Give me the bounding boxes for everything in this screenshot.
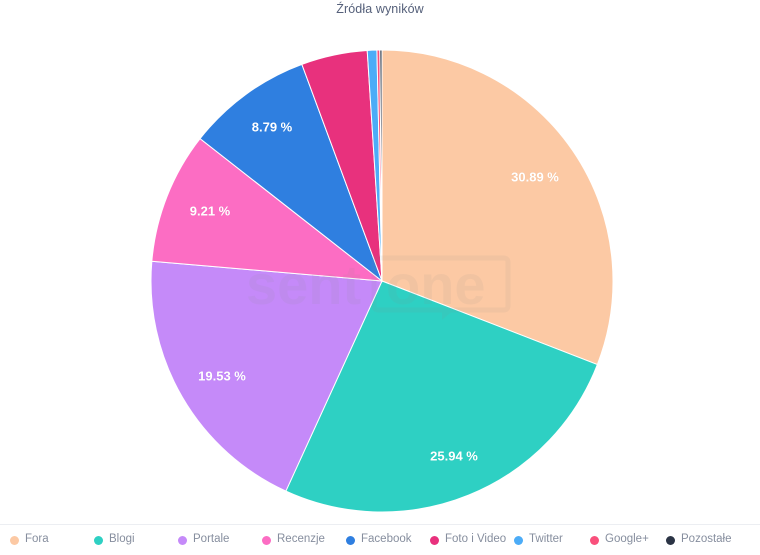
pie-svg <box>150 49 614 513</box>
legend-color-swatch-icon <box>666 535 675 545</box>
legend-item-fora[interactable]: Fora <box>10 525 49 555</box>
legend-color-swatch-icon <box>590 535 599 545</box>
legend-item-label: Fora <box>25 533 49 546</box>
legend-item-label: Recenzje <box>277 533 325 546</box>
legend-color-swatch-icon <box>262 535 271 545</box>
legend-item-label: Foto i Video <box>445 533 507 546</box>
pie-slice-fora[interactable] <box>381 49 614 366</box>
legend-item-label: Facebook <box>361 533 412 546</box>
legend-color-swatch-icon <box>346 535 355 545</box>
legend-item-pozosta-e[interactable]: Pozostałe <box>666 525 732 555</box>
legend-item-facebook[interactable]: Facebook <box>346 525 412 555</box>
legend-color-swatch-icon <box>430 535 439 545</box>
legend-item-foto-i-video[interactable]: Foto i Video <box>430 525 506 555</box>
pie-slice-recenzje[interactable] <box>151 137 384 282</box>
legend-color-swatch-icon <box>178 535 187 545</box>
legend-item-label: Google+ <box>605 533 649 546</box>
legend-item-portale[interactable]: Portale <box>178 525 229 555</box>
pie-slice-pozosta-e[interactable] <box>379 49 383 282</box>
chart-legend: Fora Blogi Portale Recenzje Facebook Foto i V… <box>0 524 760 555</box>
pie-slice-blogi[interactable] <box>285 280 599 513</box>
legend-color-swatch-icon <box>514 535 523 545</box>
plot-area: sent one 30.89 %25.94 %19.53 %9.21 %8.79… <box>0 22 760 522</box>
legend-item-recenzje[interactable]: Recenzje <box>262 525 325 555</box>
pie-slice-portale[interactable] <box>150 260 383 492</box>
legend-items-container: Fora Blogi Portale Recenzje Facebook Foto i V… <box>10 525 752 555</box>
legend-item-label: Portale <box>193 533 230 546</box>
legend-item-label: Twitter <box>529 533 563 546</box>
legend-color-swatch-icon <box>94 535 103 545</box>
legend-item-blogi[interactable]: Blogi <box>94 525 135 555</box>
legend-item-google-[interactable]: Google+ <box>590 525 649 555</box>
pie-slice-facebook[interactable] <box>199 63 384 283</box>
chart-title: Źródła wyników <box>336 2 424 16</box>
legend-item-label: Blogi <box>109 533 135 546</box>
legend-item-twitter[interactable]: Twitter <box>514 525 563 555</box>
legend-color-swatch-icon <box>10 535 19 545</box>
legend-item-label: Pozostałe <box>681 533 732 546</box>
